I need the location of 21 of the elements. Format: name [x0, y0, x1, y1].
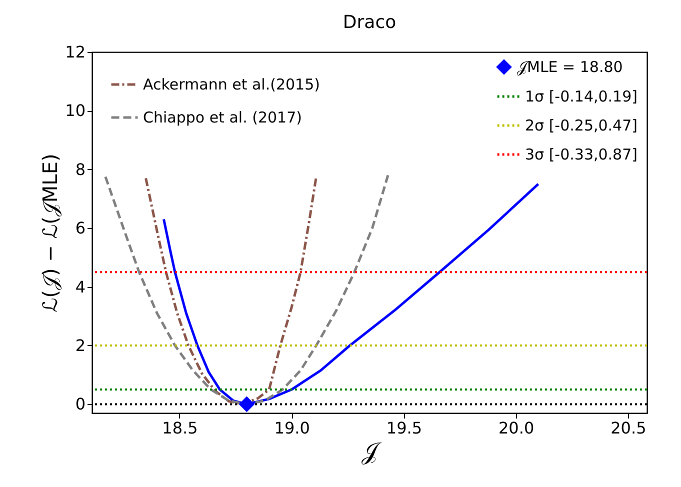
x-tick-label: 18.5	[162, 418, 198, 438]
legend-label: 1σ [-0.14,0.19]	[525, 88, 638, 106]
y-axis-title: ℒ(𝒥) − ℒ(𝒥MLE)	[38, 154, 62, 312]
x-axis-title: 𝒥	[362, 438, 382, 466]
x-tick-label: 19.5	[386, 418, 422, 438]
legend-label: Chiappo et al. (2017)	[143, 108, 302, 126]
legend-label: Ackermann et al.(2015)	[143, 76, 320, 94]
legend-label: 3σ [-0.33,0.87]	[525, 146, 638, 164]
y-tick-label: 12	[65, 42, 86, 62]
chart-title: Draco	[342, 12, 396, 33]
y-tick-label: 10	[65, 101, 86, 120]
legend-label: 𝒥MLE = 18.80	[517, 58, 623, 76]
y-tick-label: 8	[75, 160, 86, 179]
y-tick-label: 2	[75, 336, 86, 355]
x-tick-label: 19.0	[274, 418, 310, 438]
x-tick-label: 20.0	[498, 418, 534, 438]
y-tick-label: 0	[75, 394, 86, 414]
y-tick-label: 4	[75, 277, 86, 296]
legend-label: 2σ [-0.25,0.47]	[525, 116, 638, 134]
x-tick-label: 20.5	[610, 418, 646, 438]
y-tick-label: 6	[75, 218, 86, 238]
